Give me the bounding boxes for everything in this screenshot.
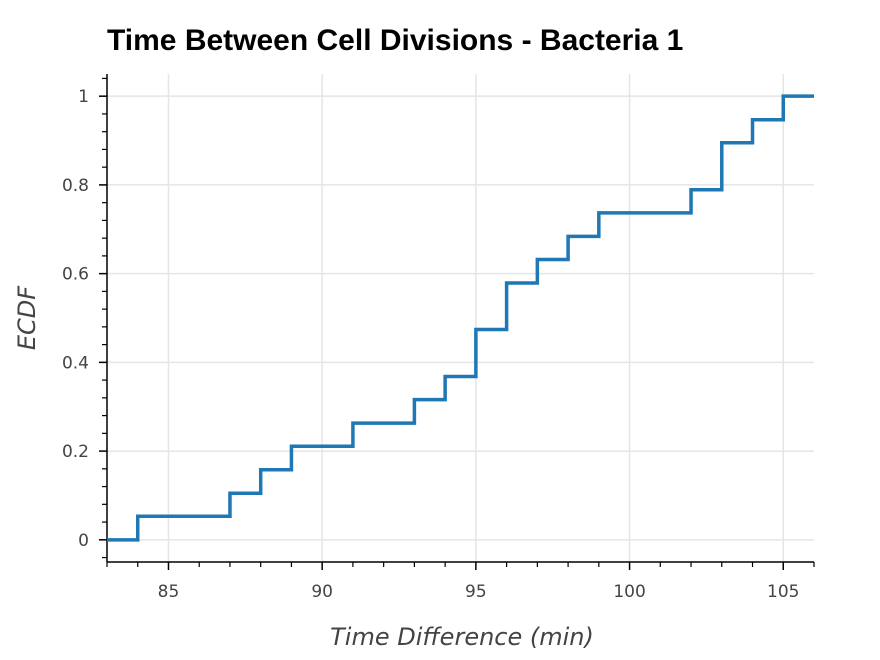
y-tick-label: 1 (78, 87, 89, 107)
minor-ticks (102, 77, 815, 567)
y-tick-label: 0.4 (62, 353, 89, 373)
x-tick-label: 100 (613, 582, 645, 602)
x-tick-label: 105 (767, 582, 799, 602)
y-tick-label: 0.2 (62, 442, 89, 462)
axes (106, 74, 814, 563)
ecdf-step-line (107, 94, 814, 542)
y-tick-label: 0 (78, 531, 89, 551)
x-ticks: 85 90 95 100 105 (158, 562, 799, 602)
y-tick-label: 0.8 (62, 176, 89, 196)
x-tick-label: 95 (465, 582, 487, 602)
x-tick-label: 90 (311, 582, 333, 602)
y-tick-label: 0.6 (62, 265, 89, 285)
grid-lines (107, 74, 814, 562)
x-axis-label: Time Difference (min) (330, 623, 594, 651)
x-tick-label: 85 (158, 582, 180, 602)
y-ticks: 0 0.2 0.4 0.6 0.8 1 (62, 87, 107, 551)
y-axis-label: ECDF (13, 285, 41, 350)
chart-title: Time Between Cell Divisions - Bacteria 1 (107, 24, 684, 57)
